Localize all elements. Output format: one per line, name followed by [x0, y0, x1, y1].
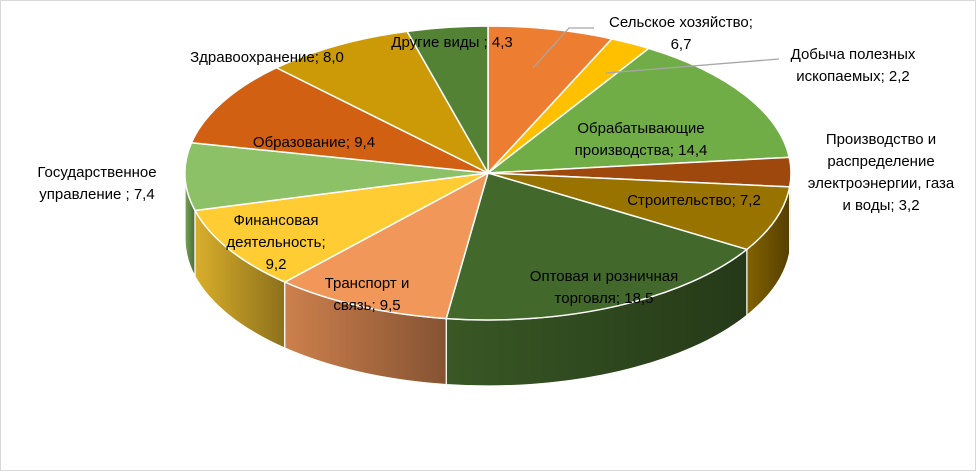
pie-slices: [184, 25, 792, 321]
pie-slice-0: [487, 25, 613, 174]
pie-slice-2: [487, 47, 791, 174]
data-label-1: Добыча полезных ископаемых; 2,2: [791, 46, 916, 85]
data-label-0: Сельское хозяйство; 6,7: [609, 14, 753, 53]
pie-slice-7: [194, 172, 489, 283]
data-label-4: Строительство; 7,2: [627, 192, 761, 209]
data-label-10: Здравоохранение; 8,0: [190, 49, 344, 66]
pie-slice-5: [445, 172, 748, 321]
pie-slice-8: [184, 141, 489, 212]
data-label-7: Финансовая деятельность; 9,2: [226, 212, 325, 273]
pie-slice-11: [406, 25, 489, 174]
data-label-11: Другие виды ; 4,3: [391, 34, 512, 51]
data-label-6: Транспорт и связь; 9,5: [325, 275, 410, 314]
pie-slice-10: [275, 30, 489, 174]
pie-slice-4: [487, 172, 791, 251]
data-label-5: Оптовая и розничная торговля; 18,5: [530, 268, 678, 307]
data-labels: Сельское хозяйство; 6,7 Добыча полезных иск…: [37, 14, 954, 314]
pie-slice-9: [190, 67, 489, 174]
leader-line-1: [605, 58, 780, 74]
leader-lines: [532, 27, 780, 74]
data-label-8: Государственное управление ; 7,4: [37, 164, 156, 203]
pie-slice-6: [284, 172, 489, 320]
data-label-2: Обрабатывающие производства; 14,4: [575, 120, 708, 159]
data-label-3: Производство и распределение электроэнерги…: [808, 131, 955, 214]
data-label-9: Образование; 9,4: [253, 134, 375, 151]
leader-line-0: [532, 27, 594, 69]
